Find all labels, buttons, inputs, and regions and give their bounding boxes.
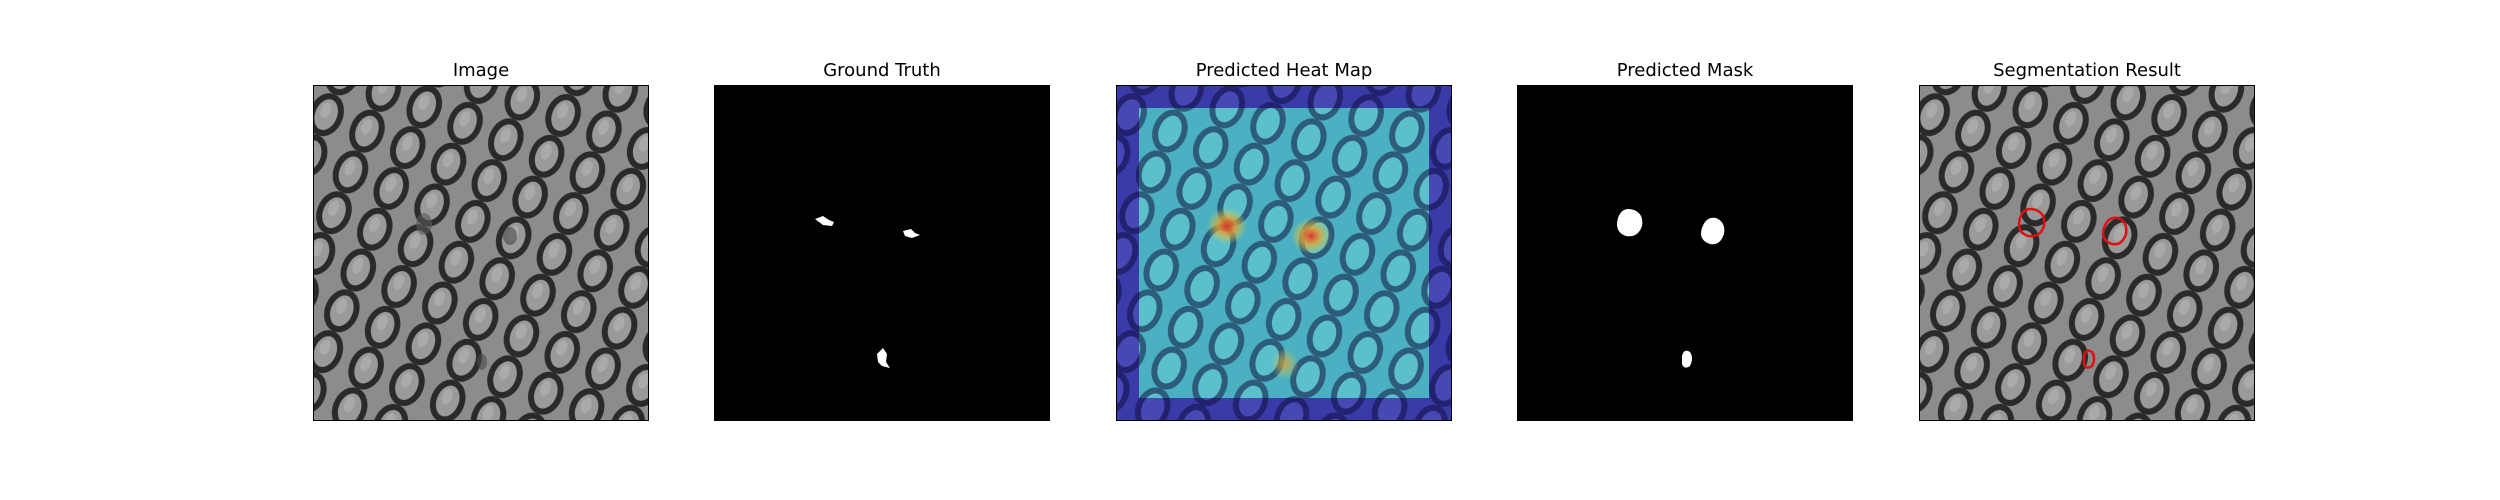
gt-defect-2 xyxy=(903,229,920,238)
pred-defect-1 xyxy=(1617,209,1643,237)
heatmap-overlay xyxy=(1117,86,1451,420)
pred-defect-2 xyxy=(1701,217,1725,245)
image-frame xyxy=(313,85,649,421)
contour-2 xyxy=(2101,216,2128,246)
segmentation-overlay xyxy=(1920,86,2254,420)
panel-title: Predicted Heat Map xyxy=(1195,60,1373,81)
contour-1 xyxy=(2017,207,2046,238)
panel-title: Ground Truth xyxy=(823,60,941,81)
gt-defect-1 xyxy=(815,216,834,226)
pred-defect-3 xyxy=(1682,350,1692,368)
panel-title: Segmentation Result xyxy=(1993,60,2181,81)
segmentation-frame xyxy=(1919,85,2255,421)
panel-title: Image xyxy=(452,60,510,81)
ground-truth-mask xyxy=(715,86,1049,420)
fabric-texture-image xyxy=(314,86,648,420)
gt-defect-3 xyxy=(877,348,890,368)
ground-truth-frame xyxy=(714,85,1050,421)
contour-3 xyxy=(2082,349,2096,369)
panel-title: Predicted Mask xyxy=(1616,60,1754,81)
heat-map-frame xyxy=(1116,85,1452,421)
predicted-mask xyxy=(1518,86,1852,420)
predicted-mask-frame xyxy=(1517,85,1853,421)
